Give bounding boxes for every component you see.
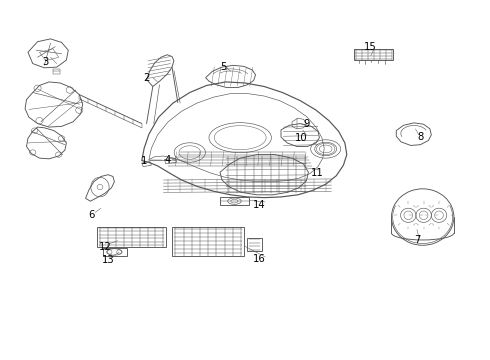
Text: 12: 12 (99, 242, 112, 252)
Text: 16: 16 (253, 255, 266, 264)
Text: 7: 7 (415, 235, 421, 245)
Text: 5: 5 (220, 62, 226, 72)
Text: 6: 6 (88, 210, 95, 220)
Text: 15: 15 (364, 42, 376, 51)
Text: 10: 10 (295, 133, 308, 143)
Text: 14: 14 (253, 200, 266, 210)
Text: 1: 1 (141, 156, 147, 166)
Text: 2: 2 (144, 73, 150, 83)
Text: 11: 11 (311, 168, 323, 178)
Text: 3: 3 (43, 57, 49, 67)
Text: 13: 13 (102, 256, 115, 265)
Text: 8: 8 (417, 132, 423, 142)
Text: 9: 9 (303, 118, 310, 129)
Text: 4: 4 (165, 154, 172, 165)
